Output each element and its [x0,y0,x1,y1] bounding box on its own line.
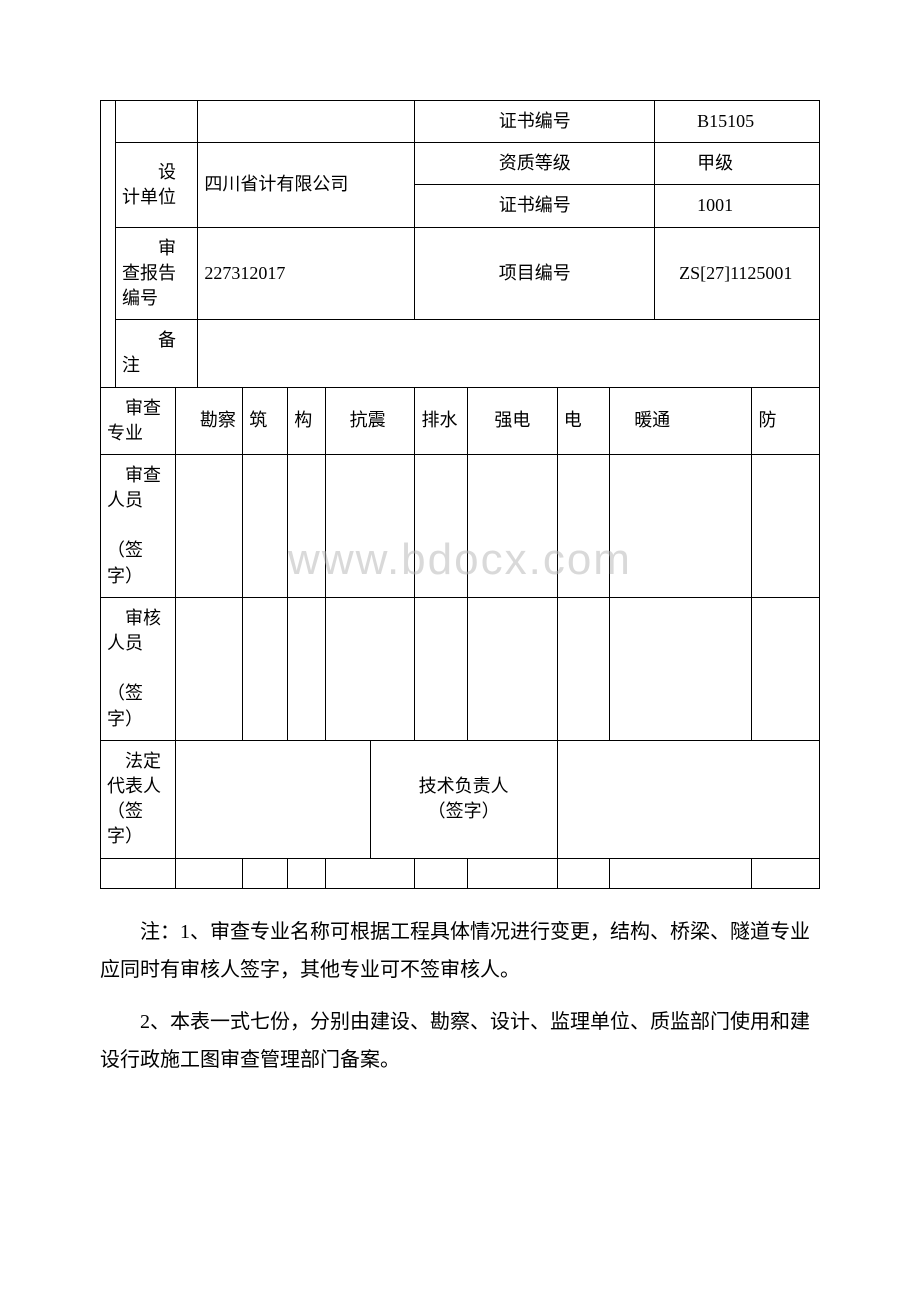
sign-cell [243,454,288,597]
bottom-cell [243,858,288,888]
specialty-item: 筑 [243,387,288,454]
bottom-cell [101,858,176,888]
bottom-cell [288,858,325,888]
sign-cell [557,454,609,597]
specialty-item: 强电 [467,387,557,454]
specialty-item: 暖通 [610,387,752,454]
sign-cell [752,597,820,740]
sign-cell [288,454,325,597]
sign-cell [752,454,820,597]
specialty-item: 防 [752,387,820,454]
bottom-cell [467,858,557,888]
sign-cell [415,454,467,597]
main-form-table: 证书编号 B15105 设计单位 四川省计有限公司 资质等级 甲级 证书编号 1… [100,100,820,889]
specialty-item: 排水 [415,387,467,454]
tech-lead-sign-cell [557,740,819,858]
sign-cell [610,597,752,740]
review-report-value: 227312017 [198,227,415,320]
bottom-cell [415,858,467,888]
note-2: 2、本表一式七份，分别由建设、勘察、设计、监理单位、质监部门使用和建设行政施工图… [100,1003,820,1079]
sign-cell [467,454,557,597]
note-1: 注：1、审查专业名称可根据工程具体情况进行变更，结构、桥梁、隧道专业应同时有审核… [100,913,820,989]
specialty-header: 审查专业 [101,387,176,454]
bottom-cell [325,858,415,888]
specialty-item: 抗震 [325,387,415,454]
cert-number2-label: 证书编号 [415,185,655,227]
left-vertical-stub [101,101,116,388]
cert-number-value: B15105 [655,101,820,143]
specialty-item: 构 [288,387,325,454]
project-number-label: 项目编号 [415,227,655,320]
sign-cell [415,597,467,740]
cert-number2-value: 1001 [655,185,820,227]
sign-cell [467,597,557,740]
review-report-label: 审查报告编号 [115,227,197,320]
bottom-cell [610,858,752,888]
legal-rep-label: 法定代表人（签字） [101,740,176,858]
design-unit-value: 四川省计有限公司 [198,143,415,227]
notes-section: 注：1、审查专业名称可根据工程具体情况进行变更，结构、桥梁、隧道专业应同时有审核… [100,913,820,1079]
sign-cell [175,597,242,740]
specialty-item: 勘察 [175,387,242,454]
qualification-level-value: 甲级 [655,143,820,185]
blank-cell [198,101,415,143]
sign-cell [325,454,415,597]
qualification-level-label: 资质等级 [415,143,655,185]
sign-cell [243,597,288,740]
project-number-value: ZS[27]1125001 [655,227,820,320]
bottom-cell [557,858,609,888]
bottom-cell [175,858,242,888]
bottom-cell [752,858,820,888]
auditor-sign-label: 审核人员 （签字） [101,597,176,740]
cert-number-label: 证书编号 [415,101,655,143]
remarks-value [198,320,820,387]
remarks-label: 备注 [115,320,197,387]
reviewer-sign-label: 审查人员 （签字） [101,454,176,597]
sign-cell [288,597,325,740]
design-unit-label: 设计单位 [115,143,197,227]
sign-cell [325,597,415,740]
legal-rep-sign-cell [175,740,370,858]
sign-cell [557,597,609,740]
sign-cell [175,454,242,597]
tech-lead-label: 技术负责人 （签字） [370,740,557,858]
blank-cell [115,101,197,143]
sign-cell [610,454,752,597]
specialty-item: 电 [557,387,609,454]
